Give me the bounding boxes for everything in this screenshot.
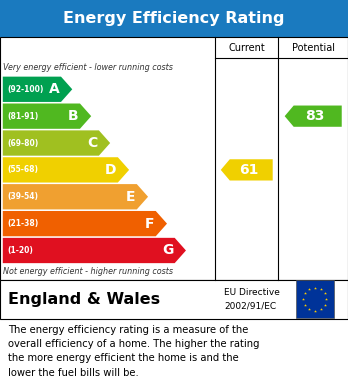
Text: G: G (162, 244, 173, 258)
Polygon shape (221, 159, 273, 181)
Text: (21-38): (21-38) (7, 219, 38, 228)
Bar (0, 280, 348, 319)
Bar (0, 37, 348, 280)
Text: (1-20): (1-20) (7, 246, 33, 255)
Text: F: F (145, 217, 155, 231)
Text: (69-80): (69-80) (7, 138, 38, 147)
Text: 61: 61 (239, 163, 258, 177)
Text: C: C (87, 136, 97, 150)
Polygon shape (3, 130, 110, 156)
Polygon shape (3, 77, 72, 102)
Text: England & Wales: England & Wales (8, 292, 160, 307)
Text: The energy efficiency rating is a measure of the
overall efficiency of a home. T: The energy efficiency rating is a measur… (8, 325, 259, 378)
Text: (55-68): (55-68) (7, 165, 38, 174)
Polygon shape (285, 106, 342, 127)
Text: Potential: Potential (292, 43, 335, 52)
Polygon shape (3, 184, 148, 210)
Text: (92-100): (92-100) (7, 85, 44, 94)
Text: 2002/91/EC: 2002/91/EC (224, 301, 277, 311)
Text: Not energy efficient - higher running costs: Not energy efficient - higher running co… (3, 267, 173, 276)
Text: B: B (68, 109, 79, 123)
Polygon shape (3, 104, 91, 129)
Bar (0, 0, 348, 37)
Text: (81-91): (81-91) (7, 112, 38, 121)
FancyBboxPatch shape (296, 280, 334, 318)
Polygon shape (3, 238, 186, 263)
Text: A: A (49, 82, 60, 96)
Text: Current: Current (228, 43, 265, 52)
Text: EU Directive: EU Directive (224, 287, 280, 297)
Text: D: D (105, 163, 117, 177)
Text: Very energy efficient - lower running costs: Very energy efficient - lower running co… (3, 63, 173, 72)
Polygon shape (3, 157, 129, 183)
Text: (39-54): (39-54) (7, 192, 38, 201)
Polygon shape (3, 211, 167, 236)
Text: Energy Efficiency Rating: Energy Efficiency Rating (63, 11, 285, 26)
Text: 83: 83 (305, 109, 325, 123)
Text: E: E (126, 190, 135, 204)
